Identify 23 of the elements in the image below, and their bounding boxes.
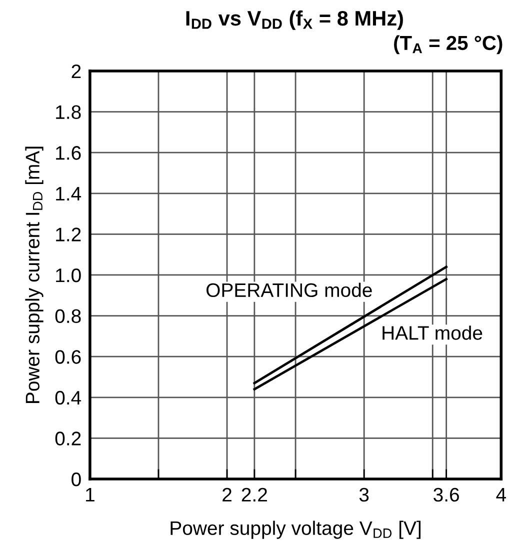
- chart-title: I$_{DD}$ vs V$_{DD}$ (f$_{X}$ = 8 MHz): [186, 10, 403, 30]
- x-axis-title: Power supply voltage V$_{DD}$ [V]: [170, 520, 420, 539]
- y-tick-label: 1.2: [56, 228, 81, 242]
- chart-subtitle: (T$_{A}$ = 25 °C): [394, 35, 502, 54]
- x-tick-label: 2: [222, 488, 232, 502]
- series-label: OPERATING mode: [206, 282, 372, 298]
- y-tick-label: 0.8: [55, 309, 81, 324]
- y-tick-label: 0.4: [55, 390, 82, 405]
- x-tick-label: 3: [359, 488, 369, 502]
- y-tick-label: 0: [72, 472, 81, 486]
- y-tick-label: 1.6: [56, 146, 81, 160]
- y-tick-label: 1.8: [56, 105, 81, 120]
- y-tick-label: 0.2: [55, 432, 81, 446]
- x-tick-label: 2.2: [242, 488, 267, 502]
- y-tick-label: 2: [72, 64, 81, 78]
- y-tick-label: 0.6: [55, 350, 81, 364]
- y-tick-label: 1.4: [56, 187, 82, 200]
- y-axis-title: Power supply current I$_{DD}$ [mA]: [25, 146, 44, 403]
- y-tick-label: 1.0: [56, 268, 81, 282]
- x-tick-label: 4: [496, 488, 506, 502]
- x-tick-label: 3.6: [434, 488, 459, 502]
- x-tick-label: 1: [86, 488, 94, 502]
- series-label: HALT mode: [382, 326, 482, 340]
